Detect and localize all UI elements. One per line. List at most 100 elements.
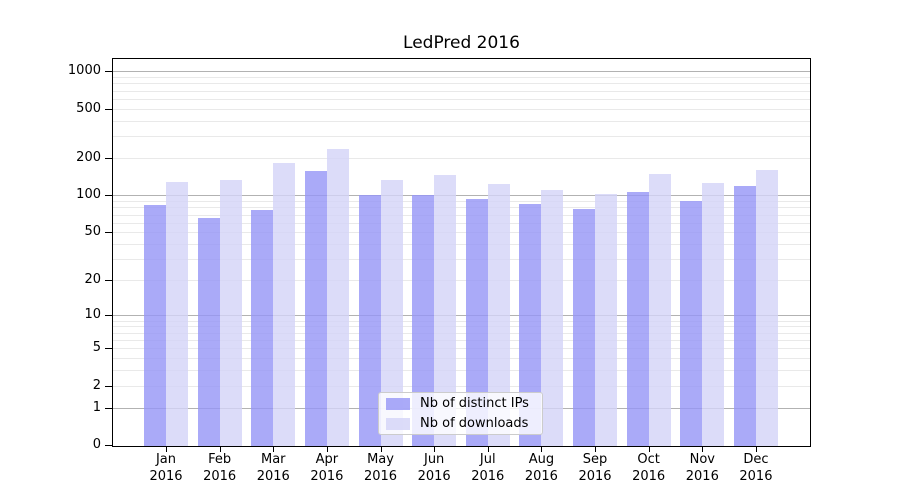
x-tick-month: Dec bbox=[743, 452, 769, 467]
bar-downloads-apr bbox=[326, 149, 349, 446]
x-tick-label: Feb 2016 bbox=[192, 451, 248, 485]
legend-entry: Nb of distinct IPs bbox=[386, 395, 542, 413]
x-tick-year: 2016 bbox=[685, 469, 719, 484]
x-tick bbox=[434, 446, 436, 452]
legend: Nb of distinct IPs Nb of downloads bbox=[378, 392, 543, 435]
minor-gridline bbox=[113, 280, 810, 282]
minor-gridline bbox=[113, 98, 810, 100]
x-tick-month: Aug bbox=[528, 452, 555, 467]
bar-ips-feb bbox=[197, 217, 220, 446]
bar-ips-jan bbox=[144, 204, 166, 446]
minor-gridline bbox=[113, 120, 810, 122]
bar-ips-apr bbox=[304, 170, 327, 446]
y-tick-label: 1000 bbox=[67, 63, 101, 79]
minor-gridline bbox=[113, 214, 810, 216]
minor-gridline bbox=[113, 136, 810, 138]
minor-gridline bbox=[113, 83, 810, 85]
y-tick bbox=[105, 71, 113, 73]
x-tick-label: Oct 2016 bbox=[621, 451, 677, 485]
x-tick-month: Oct bbox=[637, 452, 660, 467]
x-tick-month: May bbox=[367, 452, 394, 467]
bar-ips-mar bbox=[251, 210, 274, 446]
bar-ips-dec bbox=[733, 185, 756, 446]
x-tick-month: Jun bbox=[423, 452, 445, 467]
bar-downloads-oct bbox=[648, 173, 671, 446]
y-tick-label: 10 bbox=[84, 307, 101, 323]
x-tick bbox=[595, 446, 597, 452]
downloads-swatch-icon bbox=[386, 417, 410, 430]
y-tick-label: 50 bbox=[84, 224, 101, 240]
minor-gridline bbox=[113, 108, 810, 110]
x-tick-month: Jan bbox=[155, 452, 177, 467]
bar-ips-sep bbox=[573, 209, 596, 446]
x-tick-label: Dec 2016 bbox=[728, 451, 784, 485]
bar-downloads-aug bbox=[541, 190, 564, 446]
minor-gridline bbox=[113, 207, 810, 209]
x-tick bbox=[487, 446, 489, 452]
bar-downloads-sep bbox=[595, 193, 618, 446]
x-tick-year: 2016 bbox=[739, 469, 773, 484]
x-tick bbox=[273, 446, 275, 452]
bar-downloads-jul bbox=[487, 184, 510, 446]
y-tick bbox=[105, 158, 113, 160]
y-tick-label: 200 bbox=[76, 150, 101, 166]
x-tick bbox=[326, 446, 328, 452]
x-tick-label: Aug 2016 bbox=[513, 451, 569, 485]
x-tick bbox=[755, 446, 757, 452]
x-tick-year: 2016 bbox=[417, 469, 451, 484]
x-tick bbox=[541, 446, 543, 452]
bar-downloads-nov bbox=[702, 183, 725, 446]
x-tick-year: 2016 bbox=[203, 469, 237, 484]
minor-gridline bbox=[113, 244, 810, 246]
plot-area bbox=[112, 58, 811, 447]
bar-ips-may bbox=[358, 194, 381, 446]
minor-gridline bbox=[113, 385, 810, 387]
x-tick-label: Nov 2016 bbox=[674, 451, 730, 485]
ips-swatch-icon bbox=[386, 397, 410, 410]
y-tick-label: 100 bbox=[76, 187, 101, 203]
major-gridline bbox=[113, 71, 810, 73]
chart-title: LedPred 2016 bbox=[403, 33, 520, 53]
bar-downloads-dec bbox=[755, 169, 778, 446]
bar-ips-jul bbox=[465, 199, 488, 446]
y-tick-label: 1 bbox=[92, 399, 101, 415]
major-gridline bbox=[113, 195, 810, 197]
minor-gridline bbox=[113, 320, 810, 322]
y-tick bbox=[105, 315, 113, 317]
y-tick-label: 500 bbox=[76, 100, 101, 116]
y-tick bbox=[105, 232, 113, 234]
bar-downloads-mar bbox=[273, 163, 296, 446]
minor-gridline bbox=[113, 339, 810, 341]
x-tick bbox=[380, 446, 382, 452]
x-tick-month: Feb bbox=[208, 452, 232, 467]
y-tick-label: 0 bbox=[92, 437, 101, 453]
x-tick-year: 2016 bbox=[256, 469, 290, 484]
y-tick-label: 20 bbox=[84, 272, 101, 288]
x-tick-label: Mar 2016 bbox=[245, 451, 301, 485]
x-tick bbox=[702, 446, 704, 452]
x-tick bbox=[648, 446, 650, 452]
x-tick-label: May 2016 bbox=[353, 451, 409, 485]
minor-gridline bbox=[113, 259, 810, 261]
minor-gridline bbox=[113, 158, 810, 160]
x-tick-year: 2016 bbox=[149, 469, 183, 484]
x-tick-month: Apr bbox=[315, 452, 339, 467]
x-tick-month: Jul bbox=[479, 452, 496, 467]
minor-gridline bbox=[113, 358, 810, 360]
bar-ips-oct bbox=[626, 192, 649, 446]
x-tick-year: 2016 bbox=[471, 469, 505, 484]
bar-downloads-jan bbox=[166, 181, 188, 446]
minor-gridline bbox=[113, 201, 810, 203]
legend-entry: Nb of downloads bbox=[386, 415, 542, 433]
x-tick bbox=[166, 446, 167, 452]
minor-gridline bbox=[113, 90, 810, 92]
y-tick-label: 5 bbox=[92, 340, 101, 356]
minor-gridline bbox=[113, 326, 810, 328]
x-tick-year: 2016 bbox=[578, 469, 612, 484]
y-tick-label: 2 bbox=[92, 377, 101, 393]
minor-gridline bbox=[113, 332, 810, 334]
bar-downloads-jun bbox=[434, 174, 457, 446]
y-tick bbox=[105, 108, 113, 110]
bar-ips-aug bbox=[519, 203, 542, 446]
